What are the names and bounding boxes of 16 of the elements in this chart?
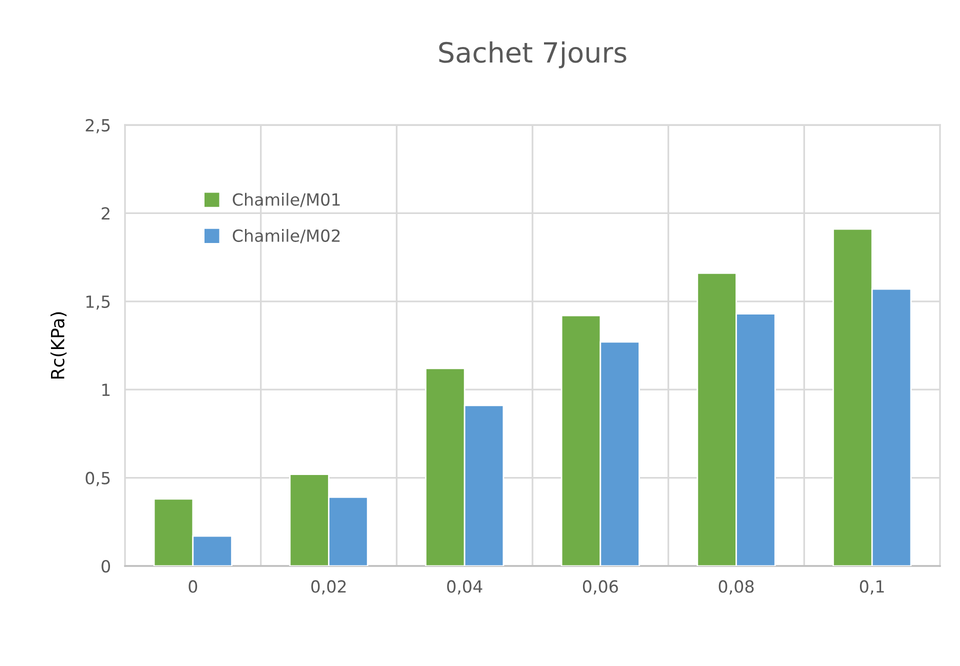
x-tick-label: 0,02 xyxy=(311,580,346,594)
legend-label: Chamile/M01 xyxy=(232,192,340,208)
x-tick-label: 0 xyxy=(188,580,198,593)
x-tick-label: 0,04 xyxy=(447,580,482,594)
y-axis-title: Rc(KPa) xyxy=(50,312,67,378)
y-tick-label: 2,5 xyxy=(86,118,110,134)
y-tick-label: 1 xyxy=(102,384,110,396)
y-tick-label: 0,5 xyxy=(86,472,110,486)
y-tick-label: 2 xyxy=(102,207,110,220)
y-tick-label: 1,5 xyxy=(86,296,110,310)
legend-label: Chamile/M02 xyxy=(232,229,340,244)
x-tick-label: 0,08 xyxy=(718,580,754,594)
y-tick-label: 0 xyxy=(102,560,110,573)
chart-title: Sachet 7jours xyxy=(439,41,626,68)
x-tick-label: 0,1 xyxy=(860,580,884,594)
x-tick-label: 0,06 xyxy=(582,580,618,594)
